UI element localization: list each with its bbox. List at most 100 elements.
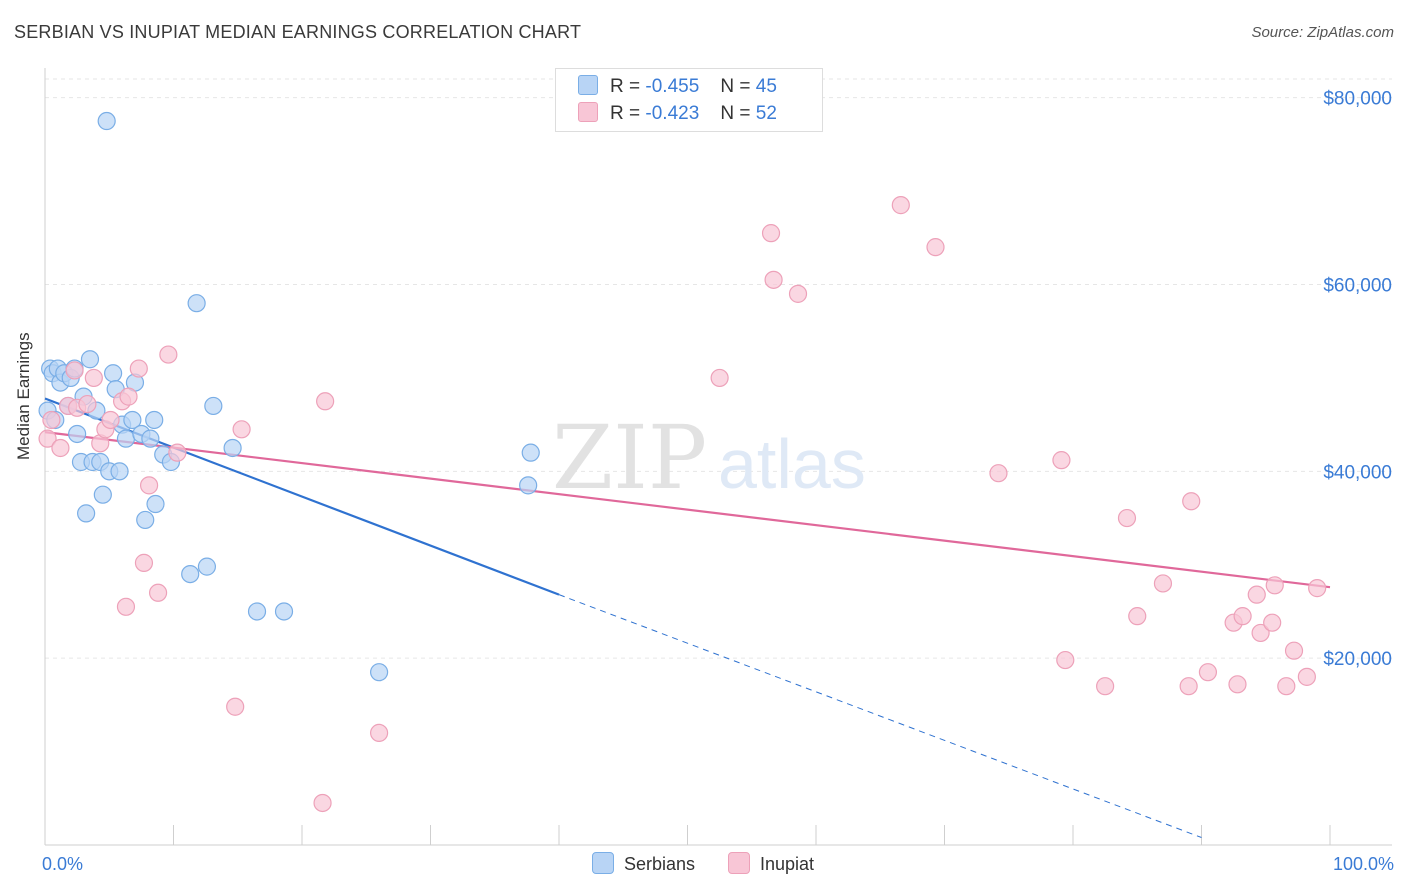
inupiat-point	[65, 361, 84, 380]
tick-labels: $20,000 $40,000 $60,000 $80,000 0.0% 100.0%	[42, 89, 1394, 874]
inupiat-point	[926, 238, 945, 257]
serbians-legend-swatch	[591, 852, 614, 874]
serbians-trend-extension	[558, 594, 1202, 838]
inupiat-point	[1233, 607, 1252, 626]
inupiat-point	[1247, 585, 1266, 604]
inupiat-point	[1128, 607, 1147, 626]
inupiat-point	[1277, 677, 1296, 696]
correlation-legend: R = -0.455 N = 45 R = -0.423 N = 52	[555, 68, 823, 132]
y-tick-label: $80,000	[1323, 89, 1392, 110]
inupiat-point	[148, 583, 168, 602]
serbians-point	[80, 350, 100, 369]
inupiat-point	[1153, 574, 1173, 593]
inupiat-point	[1052, 451, 1071, 470]
serbians-point	[97, 111, 116, 131]
serbians-point	[204, 396, 223, 416]
inupiat-point	[1284, 641, 1304, 660]
inupiat-point	[51, 438, 70, 458]
watermark: ZIP atlas	[552, 406, 866, 509]
data-points	[38, 111, 1327, 813]
inupiat-point	[313, 793, 332, 813]
serbians-point	[223, 438, 242, 458]
serbians-point	[77, 504, 96, 523]
inupiat-point	[116, 597, 136, 616]
serbians-point	[519, 476, 538, 495]
inupiat-point	[1263, 613, 1282, 632]
inupiat-point	[989, 464, 1008, 483]
inupiat-point	[761, 224, 781, 243]
serbians-point	[370, 663, 389, 682]
inupiat-legend-label: Inupiat	[760, 854, 815, 874]
inupiat-point	[1182, 492, 1201, 511]
y-axis-title: Median Earnings	[14, 332, 33, 460]
serbians-point	[197, 557, 217, 576]
inupiat-point	[129, 359, 148, 378]
inupiat-point	[159, 345, 178, 364]
serbians-point	[68, 424, 87, 444]
inupiat-swatch	[578, 102, 598, 122]
serbians-r-label: R =	[610, 76, 641, 97]
serbians-point	[247, 602, 267, 621]
source-label: Source: ZipAtlas.com	[1251, 24, 1394, 41]
serbians-legend-label: Serbians	[623, 854, 695, 874]
inupiat-point	[370, 723, 389, 743]
watermark-atlas: atlas	[718, 425, 866, 503]
serbians-point	[141, 429, 160, 448]
inupiat-point	[764, 270, 783, 289]
serbians-point	[146, 494, 165, 514]
watermark-zip: ZIP	[552, 406, 707, 509]
legend-row-inupiat: R = -0.423 N = 52	[578, 102, 777, 126]
inupiat-point	[1056, 650, 1075, 670]
inupiat-point	[891, 196, 910, 215]
serbians-n-label: N =	[720, 76, 751, 97]
serbians-point	[181, 564, 200, 584]
x-tick-label-min: 0.0%	[42, 854, 83, 874]
inupiat-point	[1265, 576, 1284, 595]
serbians-r-value: -0.455	[645, 76, 700, 97]
inupiat-point	[1297, 667, 1316, 686]
inupiat-point	[78, 394, 97, 414]
inupiat-n-label: N =	[720, 103, 751, 124]
x-tick-label-max: 100.0%	[1333, 854, 1394, 874]
axes	[44, 68, 1392, 846]
inupiat-point	[1096, 677, 1115, 696]
inupiat-point	[1179, 677, 1198, 696]
serbians-point	[116, 429, 136, 448]
serbians-point	[104, 364, 123, 383]
series-legend: Serbians Inupiat	[0, 852, 1406, 875]
inupiat-point	[316, 392, 335, 411]
serbians-point	[274, 602, 294, 621]
inupiat-point	[139, 476, 159, 495]
inupiat-point	[84, 368, 103, 388]
inupiat-point	[788, 284, 808, 303]
legend-row-serbians: R = -0.455 N = 45	[578, 75, 777, 99]
chart-title: SERBIAN VS INUPIAT MEDIAN EARNINGS CORRE…	[14, 22, 582, 42]
inupiat-r-value: -0.423	[645, 103, 700, 124]
inupiat-point	[1198, 663, 1218, 682]
inupiat-n-value: 52	[755, 103, 777, 124]
inupiat-legend-swatch	[728, 852, 750, 874]
serbians-point	[110, 462, 129, 481]
inupiat-point	[1251, 623, 1270, 643]
inupiat-point	[226, 697, 245, 716]
inupiat-point	[168, 443, 187, 462]
inupiat-point	[1117, 508, 1137, 528]
serbians-point	[145, 410, 164, 430]
inupiat-point	[119, 387, 138, 406]
inupiat-point	[101, 410, 120, 430]
serbians-n-value: 45	[755, 76, 777, 97]
inupiat-point	[1308, 579, 1327, 598]
y-tick-label: $60,000	[1323, 276, 1392, 297]
legend-item-serbians[interactable]: Serbians	[591, 852, 695, 875]
inupiat-point	[38, 429, 57, 448]
y-tick-label: $40,000	[1323, 462, 1392, 483]
serbians-point	[521, 443, 540, 462]
serbians-point	[136, 510, 155, 530]
serbians-point	[187, 294, 206, 313]
inupiat-point	[1228, 675, 1247, 694]
inupiat-point	[42, 410, 61, 430]
inupiat-point	[232, 420, 251, 439]
legend-item-inupiat[interactable]: Inupiat	[728, 852, 814, 875]
inupiat-point	[134, 553, 154, 572]
